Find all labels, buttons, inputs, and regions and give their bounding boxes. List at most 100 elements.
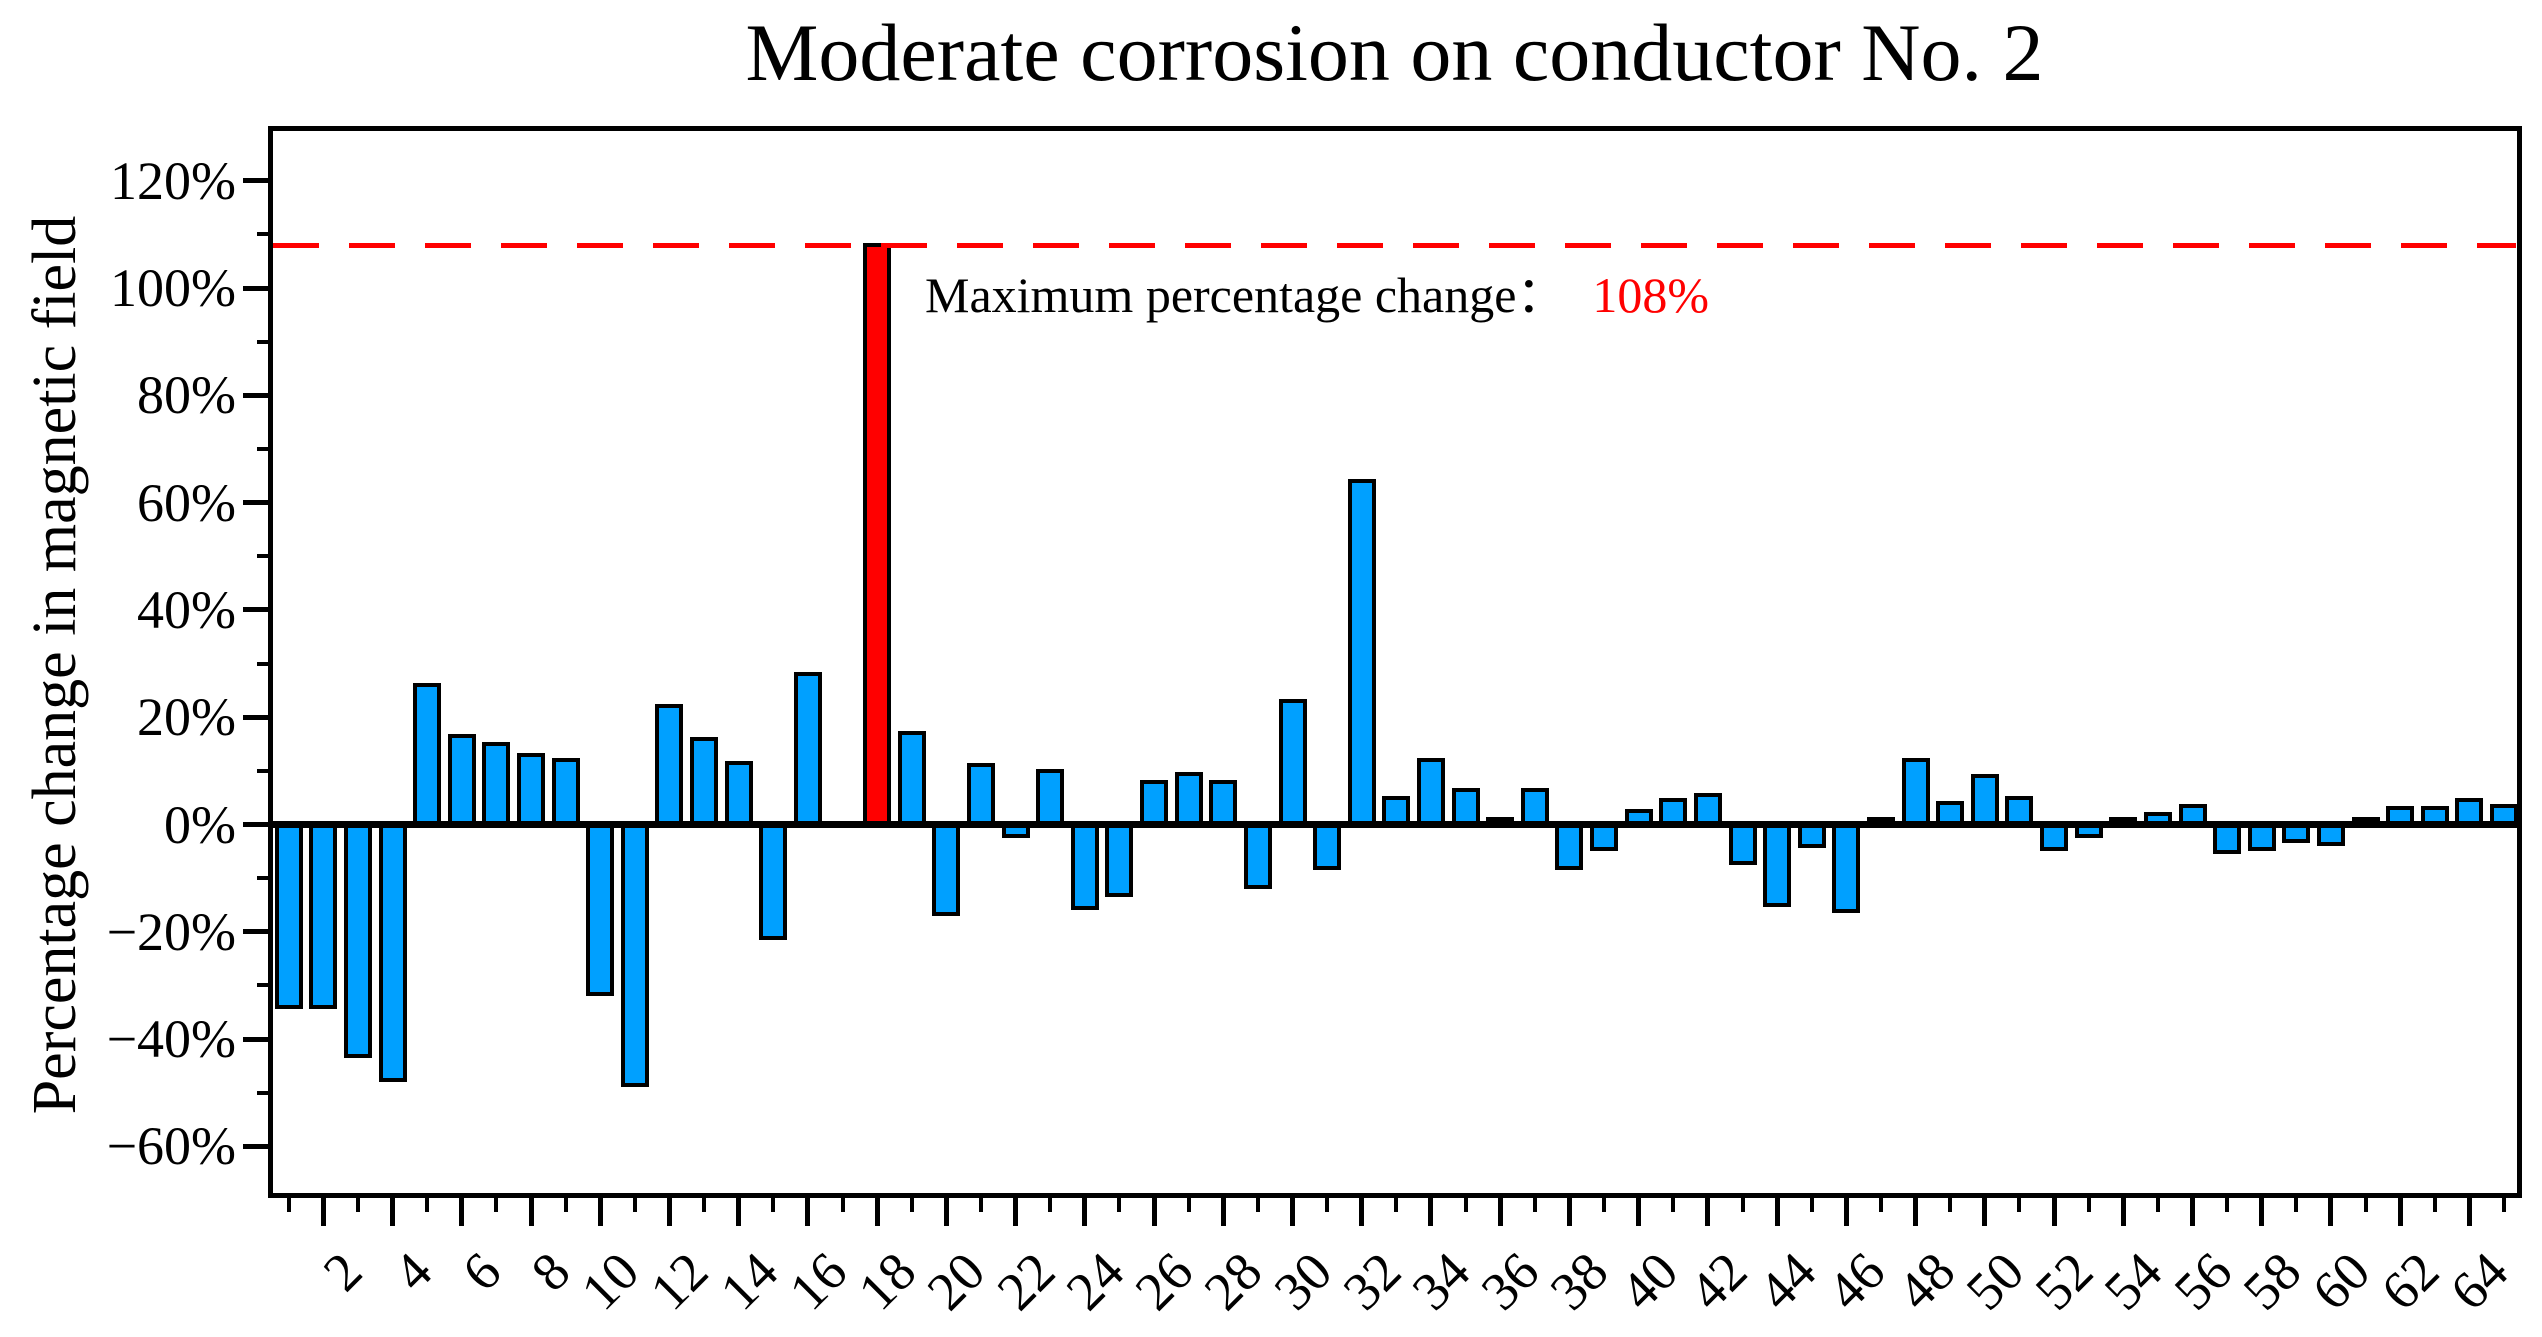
x-minor-tick <box>1740 1198 1745 1212</box>
x-minor-tick <box>909 1198 914 1212</box>
chart-title: Moderate corrosion on conductor No. 2 <box>745 7 2044 98</box>
x-major-tick <box>943 1198 949 1226</box>
x-major-tick <box>805 1198 811 1226</box>
x-minor-tick <box>425 1198 430 1212</box>
x-minor-tick <box>1048 1198 1053 1212</box>
bar-35 <box>1451 787 1480 827</box>
x-major-tick <box>1151 1198 1157 1226</box>
bar-1 <box>274 822 303 1010</box>
x-major-tick <box>459 1198 465 1226</box>
x-minor-tick <box>2432 1198 2437 1212</box>
x-minor-tick <box>840 1198 845 1212</box>
x-major-tick <box>1220 1198 1226 1226</box>
x-major-tick <box>2259 1198 2265 1226</box>
x-minor-tick <box>1671 1198 1676 1212</box>
bar-30 <box>1278 699 1307 827</box>
bar-8 <box>517 752 545 827</box>
bar-29 <box>1243 822 1272 889</box>
x-minor-tick <box>632 1198 637 1212</box>
bar-48 <box>1901 758 1930 827</box>
bar-10 <box>586 822 615 996</box>
y-major-tick <box>243 714 273 720</box>
x-minor-tick <box>771 1198 776 1212</box>
x-major-tick <box>1428 1198 1434 1226</box>
bar-32 <box>1347 479 1376 827</box>
bar-27 <box>1174 771 1203 827</box>
y-major-tick <box>243 285 273 291</box>
x-minor-tick <box>979 1198 983 1212</box>
x-minor-tick <box>2155 1198 2160 1212</box>
x-minor-tick <box>2502 1198 2507 1212</box>
x-major-tick <box>2051 1198 2057 1226</box>
bar-9 <box>551 758 580 827</box>
x-major-tick <box>874 1198 880 1226</box>
y-minor-tick <box>257 768 273 773</box>
x-minor-tick <box>1463 1198 1468 1212</box>
zero-axis-line <box>270 821 2518 828</box>
x-major-tick <box>1913 1198 1919 1226</box>
x-major-tick <box>1566 1198 1572 1226</box>
x-major-tick <box>1705 1198 1711 1226</box>
x-major-tick <box>1082 1198 1088 1226</box>
x-minor-tick <box>1394 1198 1399 1212</box>
y-tick-label: 40% <box>137 579 236 640</box>
y-tick-label: −40% <box>106 1009 236 1070</box>
y-tick-label: 80% <box>137 365 236 426</box>
x-minor-tick <box>1186 1198 1191 1212</box>
y-tick-label: 120% <box>110 150 236 211</box>
y-tick-label: 100% <box>110 258 236 318</box>
y-major-tick <box>243 500 273 506</box>
y-minor-tick <box>257 554 273 559</box>
y-tick-label: 60% <box>137 472 236 533</box>
bar-26 <box>1140 779 1169 827</box>
x-minor-tick <box>2086 1198 2091 1212</box>
y-minor-tick <box>257 232 273 237</box>
x-minor-tick <box>2294 1198 2299 1212</box>
bar-50 <box>1970 774 1999 827</box>
x-minor-tick <box>702 1198 707 1212</box>
x-minor-tick <box>1325 1198 1330 1212</box>
x-major-tick <box>1982 1198 1988 1226</box>
x-minor-tick <box>1602 1198 1607 1212</box>
y-minor-tick <box>257 661 273 666</box>
max-threshold-dashed-line <box>273 242 2516 248</box>
x-major-tick <box>320 1198 326 1226</box>
y-axis-label: Percentage change in magnetic field <box>21 215 89 1115</box>
x-major-tick <box>2397 1198 2403 1226</box>
bar-23 <box>1036 768 1065 827</box>
x-minor-tick <box>494 1198 499 1212</box>
x-minor-tick <box>1117 1198 1122 1212</box>
x-major-tick <box>390 1198 396 1226</box>
x-major-tick <box>597 1198 603 1226</box>
bar-19 <box>897 731 926 827</box>
max-annotation-value: 108% <box>1592 267 1710 323</box>
x-major-tick <box>528 1198 534 1226</box>
bar-28 <box>1209 779 1238 827</box>
x-major-tick <box>1497 1198 1503 1226</box>
x-major-tick <box>666 1198 672 1226</box>
y-tick-label: 20% <box>137 687 236 748</box>
bar-25 <box>1105 822 1134 897</box>
bar-46 <box>1832 822 1861 913</box>
bar-13 <box>690 736 719 827</box>
x-major-tick <box>1290 1198 1296 1226</box>
y-minor-tick <box>257 446 273 451</box>
bar-24 <box>1070 822 1099 911</box>
bar-21 <box>967 763 995 827</box>
x-minor-tick <box>1809 1198 1814 1212</box>
x-minor-tick <box>563 1198 568 1212</box>
y-tick-label: −60% <box>106 1116 236 1177</box>
bar-5 <box>413 683 442 827</box>
x-minor-tick <box>2225 1198 2230 1212</box>
y-major-tick <box>243 929 273 935</box>
bar-15 <box>759 822 788 940</box>
bar-3 <box>343 822 372 1058</box>
y-minor-tick <box>257 983 273 988</box>
bar-31 <box>1313 822 1342 870</box>
max-annotation: Maximum percentage change： 108% <box>925 266 1709 324</box>
bar-7 <box>482 742 511 827</box>
x-minor-tick <box>1948 1198 1953 1212</box>
bar-14 <box>724 760 753 827</box>
x-minor-tick <box>1532 1198 1537 1212</box>
bar-11 <box>620 822 649 1088</box>
